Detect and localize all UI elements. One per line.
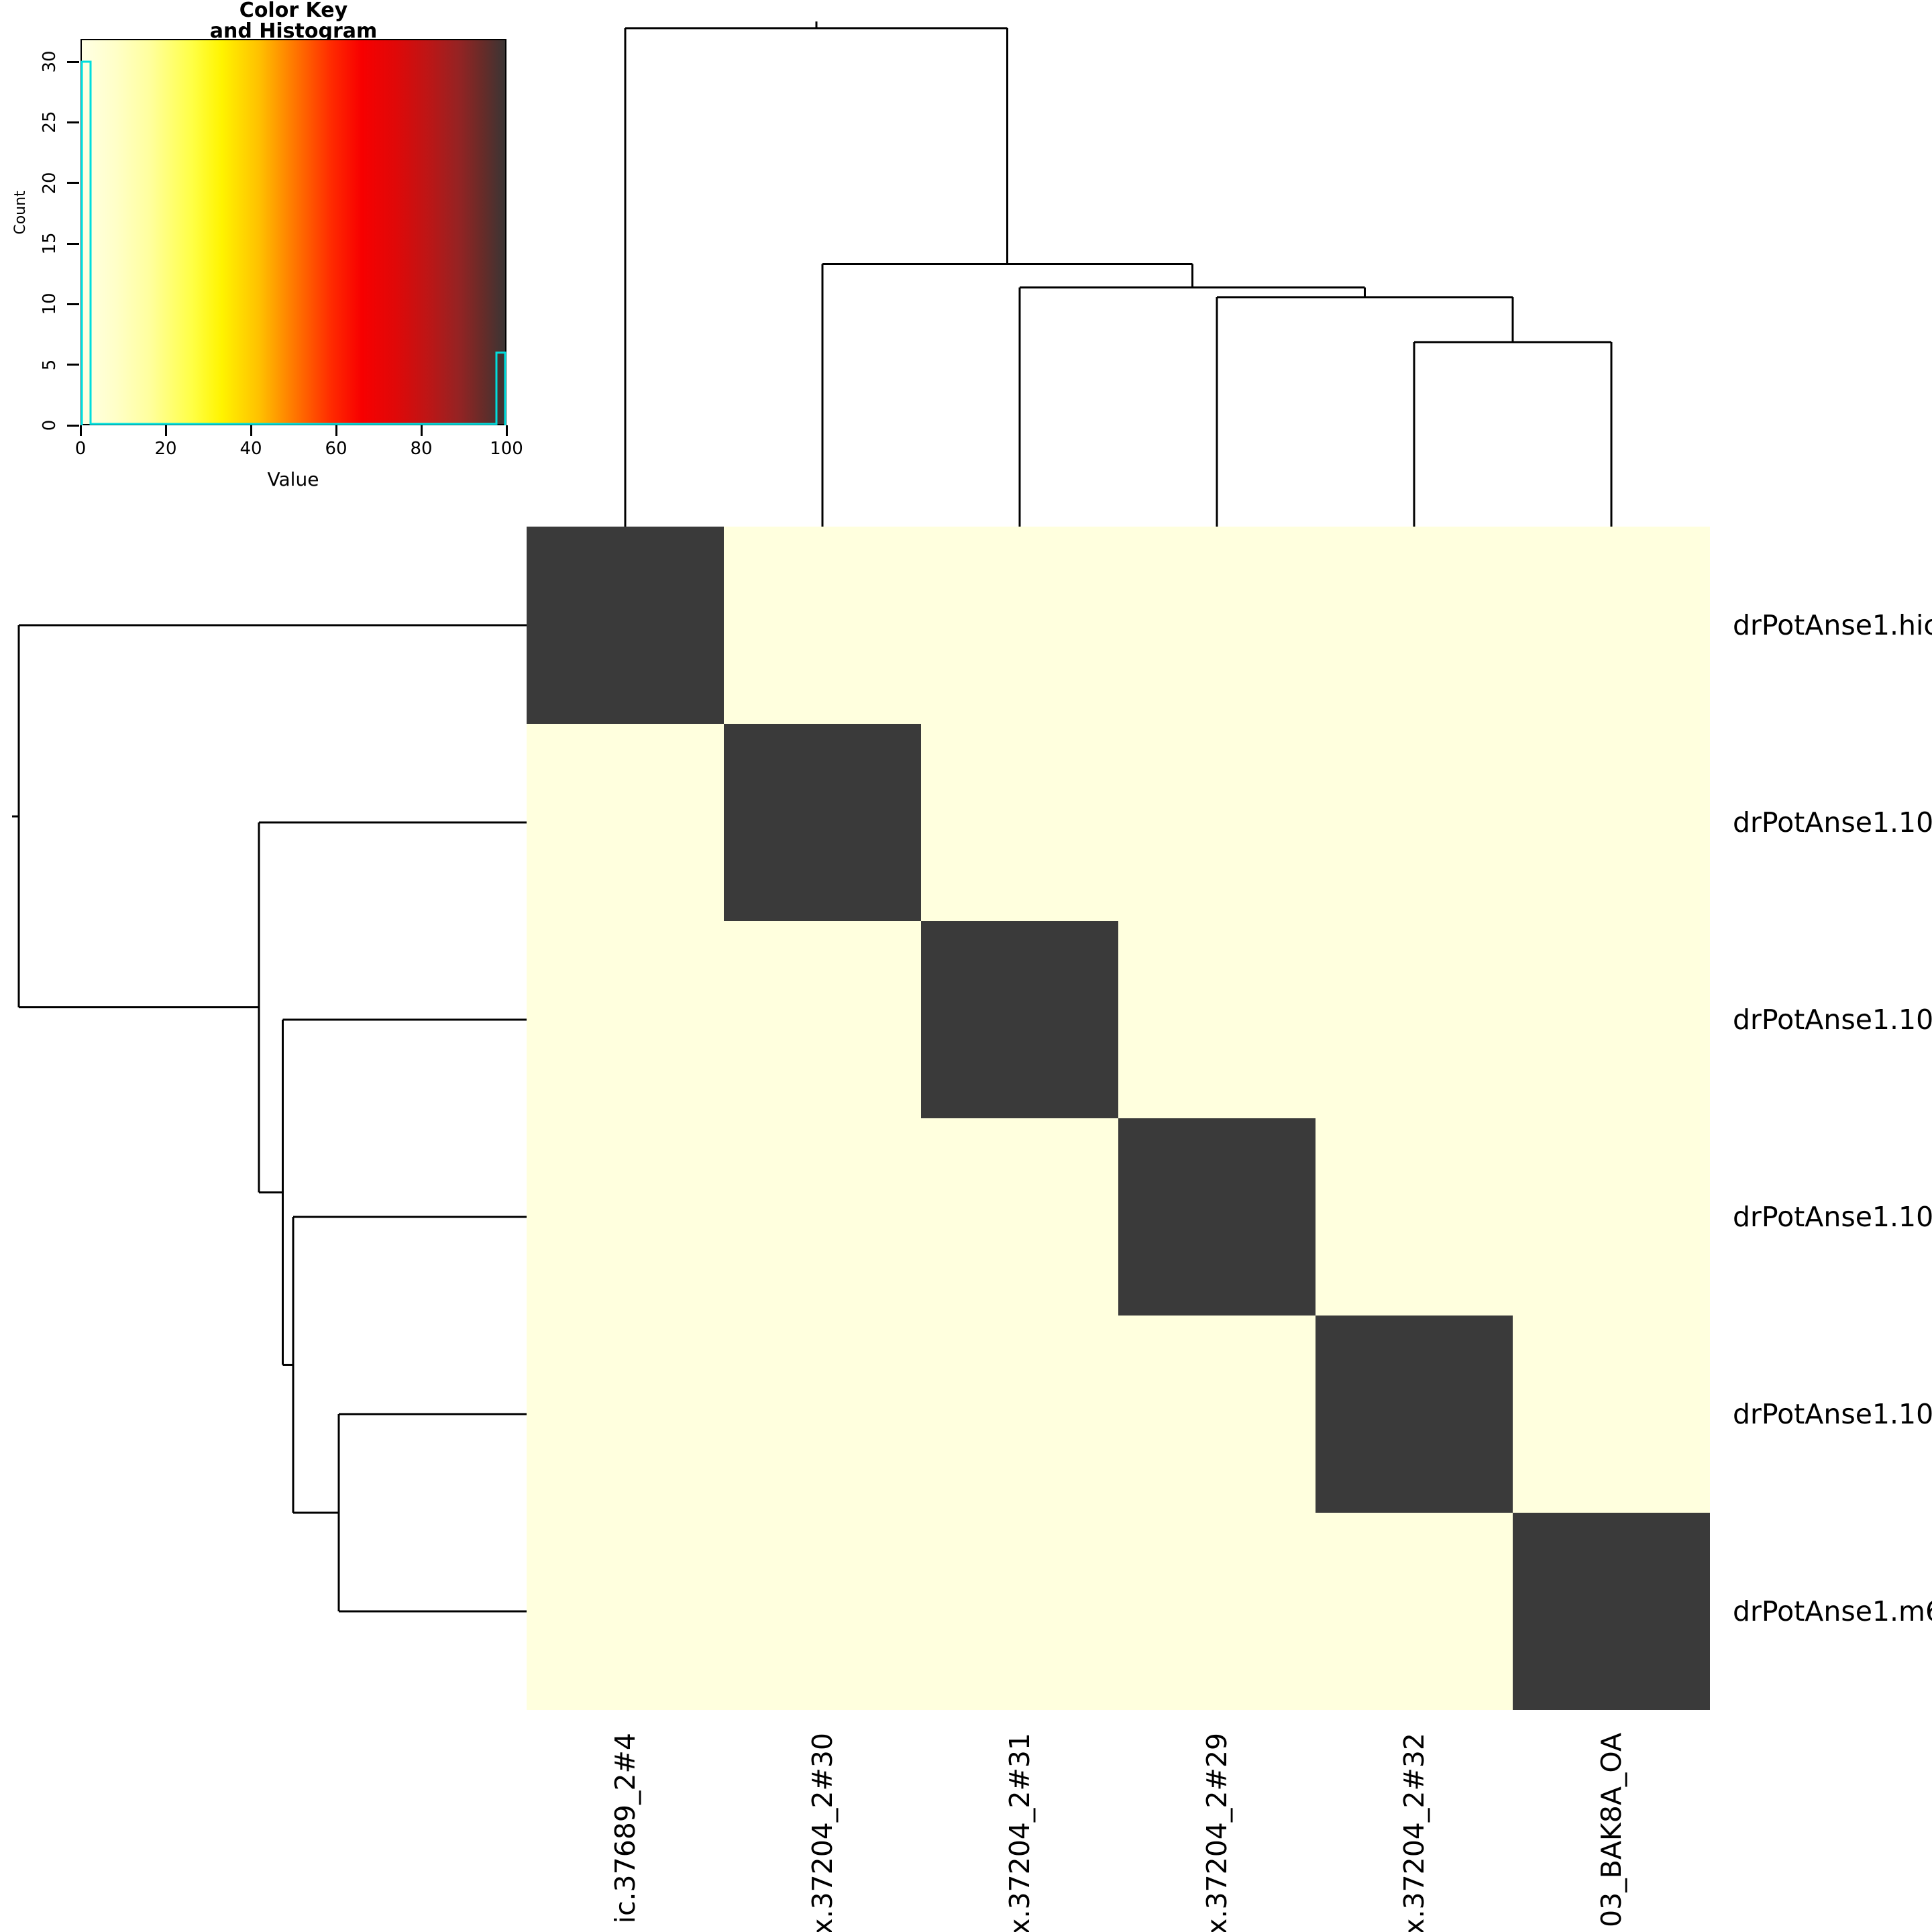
heatmap-cell [1118,527,1316,724]
row-label: drPotAnse1.hic [1733,609,1932,641]
heatmap-cell [1118,724,1316,921]
heatmap-cell [1118,921,1316,1118]
color-key-title: Color Key and Histogram [80,0,506,42]
row-dendrogram [12,624,527,1613]
row-label: drPotAnse1.10 [1733,1201,1932,1233]
key-x-tick-mark [79,425,82,436]
heatmap-cell [1513,527,1710,724]
row-label: drPotAnse1.10 [1733,1004,1932,1036]
column-dendrogram [624,21,1613,527]
key-x-tick-mark [335,425,337,436]
key-y-tick-label: 15 [40,232,60,255]
key-y-tick-label: 25 [40,111,60,133]
key-x-tick-label: 20 [154,439,177,459]
heatmap-cell [1513,1513,1710,1710]
key-y-tick-mark [67,60,79,63]
row-label: drPotAnse1.m6 [1733,1595,1932,1627]
key-y-tick-mark [67,303,79,305]
key-y-tick-mark [67,242,79,245]
heatmap-cell [724,1316,921,1513]
key-y-tick-label: 20 [40,172,60,195]
heatmap-cell [1316,724,1513,921]
heatmap-cell [724,1118,921,1316]
heatmap-cell [527,921,724,1118]
column-label: x.37204_2#30 [806,1733,839,1932]
heatmap-cell [527,1118,724,1316]
heatmap-cell [724,527,921,724]
key-y-tick-label: 30 [40,50,60,73]
heatmap-cell [1513,1316,1710,1513]
column-label: 03_BAK8A_OA [1595,1733,1627,1927]
key-x-tick-label: 0 [74,439,87,459]
key-y-tick-mark [67,424,79,427]
heatmap-cell [527,1316,724,1513]
heatmap-cell [724,1513,921,1710]
color-key-y-axis-label: Count [11,191,29,235]
key-y-tick-mark [67,364,79,366]
heatmap-cell [527,724,724,921]
heatmap-cell [527,1513,724,1710]
color-key-histogram-trace [80,60,506,425]
key-x-tick-mark [250,425,252,436]
heatmap-cell [724,921,921,1118]
heatmap-cell [1316,1316,1513,1513]
key-x-tick-label: 100 [490,439,523,459]
heatmap-cell [921,921,1118,1118]
heatmap-cell [921,1316,1118,1513]
key-y-tick-mark [67,182,79,184]
row-label: drPotAnse1.10 [1733,806,1932,839]
heatmap-cell [1118,1118,1316,1316]
heatmap-cell [1118,1316,1316,1513]
heatmap-cell [527,527,724,724]
heatmap-cell [1513,1118,1710,1316]
column-label: ic.37689_2#4 [609,1733,641,1924]
heatmap-cell [921,1118,1118,1316]
heatmap-cell [1316,921,1513,1118]
key-x-tick-mark [505,425,508,436]
color-key-x-axis-label: Value [267,468,319,490]
color-key-title-line2: and Histogram [209,19,378,43]
key-y-tick-label: 10 [40,292,60,315]
heatmap-cell [1513,724,1710,921]
key-y-tick-label: 5 [40,359,60,370]
heatmap-cell [921,1513,1118,1710]
key-y-tick-mark [67,121,79,123]
column-label: x.37204_2#32 [1398,1733,1430,1932]
heatmap-cell [1316,527,1513,724]
key-x-tick-label: 40 [239,439,262,459]
heatmap-cell [1118,1513,1316,1710]
key-x-tick-mark [420,425,423,436]
key-y-tick-label: 0 [40,419,60,431]
heatmap-cell [921,527,1118,724]
row-label: drPotAnse1.10 [1733,1398,1932,1430]
color-key-title-line1: Color Key [239,0,348,22]
key-x-tick-label: 60 [325,439,347,459]
column-label: x.37204_2#31 [1004,1733,1036,1932]
heatmap-cell [724,724,921,921]
heatmap-cell [1513,921,1710,1118]
key-x-tick-mark [164,425,167,436]
heatmap-cell [1316,1513,1513,1710]
heatmap-cell [921,724,1118,921]
heatmap-grid [527,527,1710,1710]
key-x-tick-label: 80 [410,439,433,459]
column-label: x.37204_2#29 [1201,1733,1233,1932]
heatmap-cell [1316,1118,1513,1316]
